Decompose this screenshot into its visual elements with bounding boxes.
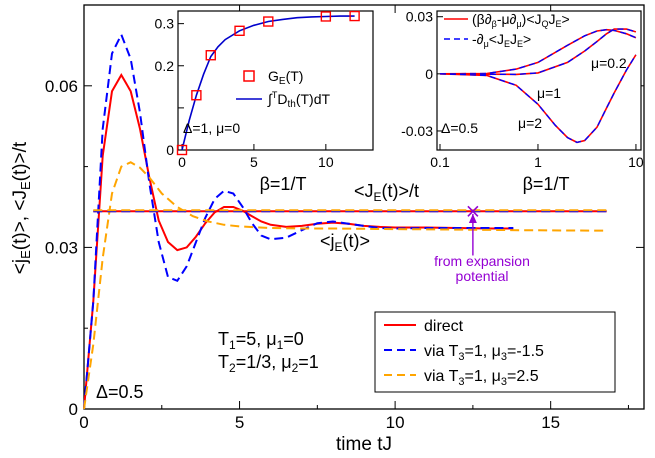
inset-left-legend-GE: GE(T) bbox=[268, 68, 303, 87]
JE-over-t-label: <JE(t)>/t bbox=[354, 181, 419, 204]
main-series-line-2 bbox=[83, 161, 607, 410]
inset-left-point bbox=[349, 10, 360, 22]
inset-left-xtick-label: 10 bbox=[318, 154, 334, 170]
main-xtick-label: 0 bbox=[79, 413, 88, 432]
inset-left-point bbox=[191, 90, 202, 101]
inset-right-curve-dashed-0 bbox=[439, 28, 637, 75]
inset-left-point bbox=[176, 144, 188, 156]
inset-right-mu02: μ=0.2 bbox=[591, 55, 627, 71]
inset-right-ticks: 0.1 1 10 -0.03 0 0.03 bbox=[401, 9, 644, 170]
main-series-group bbox=[83, 32, 607, 410]
main-ytick-label: 0 bbox=[69, 400, 78, 419]
inset-right-xtick-label: 1 bbox=[534, 154, 542, 170]
inset-right-series bbox=[439, 28, 637, 144]
inset-left-xtick-label: 0 bbox=[178, 154, 186, 170]
inset-right-ytick-label: 0.03 bbox=[406, 9, 433, 25]
inset-left-point bbox=[234, 25, 245, 36]
params-line-1: T1=5, μ1=0 bbox=[218, 329, 304, 352]
delta-label: Δ=0.5 bbox=[96, 382, 144, 402]
inset-right-xtick-label: 0.1 bbox=[430, 154, 450, 170]
potential-label: potential bbox=[456, 268, 509, 284]
inset-left-ticks: 0 5 10 0 0.2 0.3 bbox=[155, 16, 334, 170]
inset-right-legend-label-1: (β∂β-μ∂μ)<JQJE> bbox=[472, 11, 570, 29]
inset-left-point bbox=[320, 11, 332, 22]
legend-label-mu3-pos: via T3=1, μ3=2.5 bbox=[424, 368, 539, 388]
legend-label-mu3-neg: via T3=1, μ3=-1.5 bbox=[424, 343, 544, 363]
inset-left-curve bbox=[181, 15, 355, 151]
jE-label: <jE(t)> bbox=[320, 231, 370, 254]
inset-left-xlabel: β=1/T bbox=[260, 174, 307, 194]
inset-left-legend-square bbox=[243, 70, 255, 82]
main-xtick-label: 10 bbox=[386, 413, 405, 432]
inset-left-ytick-label: 0 bbox=[166, 142, 174, 158]
from-expansion-label: from expansion bbox=[434, 253, 530, 269]
main-ylabel: <jE(t)>, <JE(t)>/t bbox=[10, 141, 33, 274]
params-line-2: T2=1/3, μ2=1 bbox=[218, 352, 319, 375]
inset-left-series bbox=[176, 10, 360, 156]
main-xlabel: time tJ bbox=[336, 434, 392, 455]
main-xtick-label: 15 bbox=[541, 413, 560, 432]
inset-left-frame bbox=[177, 10, 374, 151]
inset-right-ytick-label: -0.03 bbox=[401, 123, 433, 139]
main-series-line-1 bbox=[83, 32, 514, 410]
inset-left-ytick-label: 0.2 bbox=[155, 58, 175, 74]
inset-right-ytick-label: 0 bbox=[425, 66, 433, 82]
inset-right-xtick-label: 10 bbox=[628, 154, 644, 170]
inset-left-legend-integral: ∫TDth(T)dT bbox=[267, 90, 330, 110]
main-plot-frame bbox=[83, 4, 645, 410]
inset-left-ytick-label: 0.3 bbox=[155, 16, 175, 32]
inset-right-curve-dashed-2 bbox=[439, 54, 637, 144]
inset-right-mu2: μ=2 bbox=[518, 115, 542, 131]
expansion-marker bbox=[467, 205, 479, 217]
inset-left-point bbox=[205, 50, 216, 61]
main-legend: direct via T3=1, μ3=-1.5 via T3=1, μ3=2.… bbox=[374, 311, 616, 393]
main-ytick-label: 0.06 bbox=[45, 77, 78, 96]
main-ytick-label: 0.03 bbox=[45, 238, 78, 257]
inset-right-delta: Δ=0.5 bbox=[441, 120, 478, 136]
inset-left-legend: GE(T) ∫TDth(T)dT bbox=[236, 68, 330, 110]
inset-left-annotation: Δ=1, μ=0 bbox=[183, 120, 240, 136]
legend-label-direct: direct bbox=[424, 318, 464, 335]
inset-right-xlabel: β=1/T bbox=[523, 174, 570, 194]
inset-left-point bbox=[263, 16, 274, 27]
main-xtick-label: 5 bbox=[235, 413, 244, 432]
inset-left-xtick-label: 5 bbox=[250, 154, 258, 170]
inset-right-legend-label-2: -∂μ<JEJE> bbox=[472, 31, 531, 49]
expansion-arrowhead bbox=[468, 214, 477, 224]
inset-right-curve-dashed-1 bbox=[439, 28, 637, 76]
inset-right-mu1: μ=1 bbox=[537, 85, 561, 101]
